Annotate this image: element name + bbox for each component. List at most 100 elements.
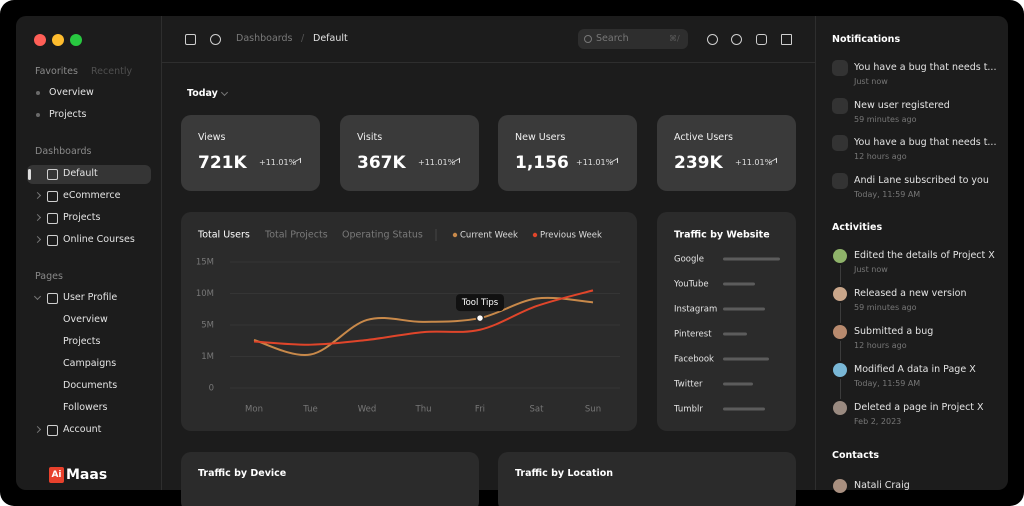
stat-card <box>181 115 320 191</box>
nav-subitem[interactable]: Projects <box>63 336 101 347</box>
nav-subitem[interactable]: Followers <box>63 402 108 413</box>
nav-icon <box>46 190 58 202</box>
search-placeholder: Search <box>596 33 629 44</box>
timeline-line <box>840 303 841 323</box>
legend-label: Previous Week <box>540 231 602 241</box>
feed-time: 12 hours ago <box>854 152 907 162</box>
feed-text[interactable]: Deleted a page in Project X <box>854 402 984 413</box>
stat-value: 1,156 <box>515 153 569 173</box>
tooltip-box <box>456 294 504 312</box>
card <box>498 452 796 506</box>
feed-text[interactable]: Submitted a bug <box>854 326 934 337</box>
header-icon[interactable] <box>780 33 792 45</box>
feed-text[interactable]: You have a bug that needs t... <box>854 137 997 149</box>
contact-name[interactable]: Natali Craig <box>854 480 910 491</box>
stat-card <box>340 115 479 191</box>
sidebar-tab[interactable]: Recently <box>91 66 133 77</box>
nav-subitem[interactable]: Campaigns <box>63 358 117 369</box>
highlight-point[interactable] <box>475 313 485 323</box>
y-tick-label: 1M <box>201 352 214 362</box>
feed-text[interactable]: New user registered <box>854 99 950 111</box>
x-tick-label: Sat <box>530 405 545 415</box>
date-filter[interactable]: Today <box>187 88 218 99</box>
nav-item[interactable]: Projects <box>49 109 87 120</box>
panel-title: Contacts <box>832 450 880 461</box>
card-title: Traffic by Device <box>198 468 287 479</box>
bar <box>723 332 747 336</box>
nav-icon <box>46 292 58 304</box>
header-icon[interactable] <box>730 33 742 45</box>
logo-mark: Ai <box>49 467 64 483</box>
search-box[interactable] <box>578 29 688 49</box>
bar <box>723 407 765 411</box>
x-tick-label: Tue <box>302 405 318 415</box>
notification-icon <box>832 173 848 190</box>
nav-item[interactable]: Default <box>63 168 98 179</box>
series-line <box>253 289 594 346</box>
x-tick-label: Mon <box>245 405 263 415</box>
nav-item[interactable]: eCommerce <box>63 190 121 201</box>
feed-text[interactable]: Edited the details of Project X <box>854 250 995 261</box>
feed-time: 59 minutes ago <box>854 114 917 124</box>
feed-text[interactable]: Andi Lane subscribed to you <box>854 175 989 187</box>
active-row[interactable] <box>27 165 151 184</box>
toggle-sidebar-icon[interactable] <box>184 33 196 45</box>
panel-title: Notifications <box>832 34 901 45</box>
notification-icon <box>832 60 848 76</box>
bar <box>723 357 769 361</box>
bar <box>723 382 753 386</box>
breadcrumb[interactable]: Default <box>313 33 348 44</box>
stat-value: 239K <box>674 153 723 173</box>
breadcrumb[interactable]: Dashboards <box>236 33 293 44</box>
bullet <box>36 113 40 117</box>
nav-item[interactable]: Overview <box>49 87 94 98</box>
feed-time: Feb 2, 2023 <box>854 417 902 426</box>
bar <box>723 282 755 286</box>
stat-card <box>657 115 796 191</box>
stat-label: Visits <box>357 132 383 143</box>
category-label: Pinterest <box>674 330 712 340</box>
sidebar-border <box>161 16 162 490</box>
chart-tab[interactable]: Total Users <box>197 230 250 241</box>
section-title: Dashboards <box>35 146 92 157</box>
chart-tab[interactable]: Operating Status <box>342 230 423 241</box>
nav-item[interactable]: User Profile <box>63 292 118 303</box>
series-line <box>253 296 594 356</box>
category-label: Facebook <box>674 355 714 365</box>
logo-name: Maas <box>66 467 108 483</box>
close-button[interactable] <box>34 34 46 46</box>
minimize-button[interactable] <box>52 34 64 46</box>
feed-time: 12 hours ago <box>854 341 907 350</box>
sidebar-tab[interactable]: Favorites <box>35 66 78 77</box>
bar <box>723 307 765 311</box>
card <box>181 452 479 506</box>
feed-text[interactable]: You have a bug that needs t... <box>854 62 997 73</box>
avatar <box>833 249 847 263</box>
feed-text[interactable]: Modified A data in Page X <box>854 364 976 375</box>
header-icon[interactable] <box>755 33 767 45</box>
nav-subitem[interactable]: Documents <box>63 380 118 391</box>
nav-subitem[interactable]: Overview <box>63 314 108 325</box>
header-icon[interactable] <box>706 33 718 45</box>
card-title: Traffic by Location <box>515 468 614 479</box>
category-label: YouTube <box>673 280 709 290</box>
feed-text[interactable]: Released a new version <box>854 288 967 299</box>
category-label: Google <box>674 255 704 265</box>
stat-value: 367K <box>357 153 406 173</box>
y-tick-label: 0 <box>209 384 214 394</box>
x-tick-label: Fri <box>475 405 485 415</box>
panel-title: Activities <box>832 222 883 233</box>
chart-tab[interactable]: Total Projects <box>264 230 328 241</box>
stat-change: +11.01% <box>418 158 456 167</box>
nav-item[interactable]: Account <box>63 424 102 435</box>
avatar <box>833 325 847 339</box>
nav-item[interactable]: Projects <box>63 212 101 223</box>
feed-time: Just now <box>854 265 888 274</box>
star-icon[interactable] <box>209 33 221 45</box>
maximize-button[interactable] <box>70 34 82 46</box>
avatar <box>833 363 847 377</box>
stat-value: 721K <box>198 153 247 173</box>
stat-change: +11.01% <box>576 158 614 167</box>
section-title: Pages <box>35 271 63 282</box>
nav-item[interactable]: Online Courses <box>63 234 135 245</box>
